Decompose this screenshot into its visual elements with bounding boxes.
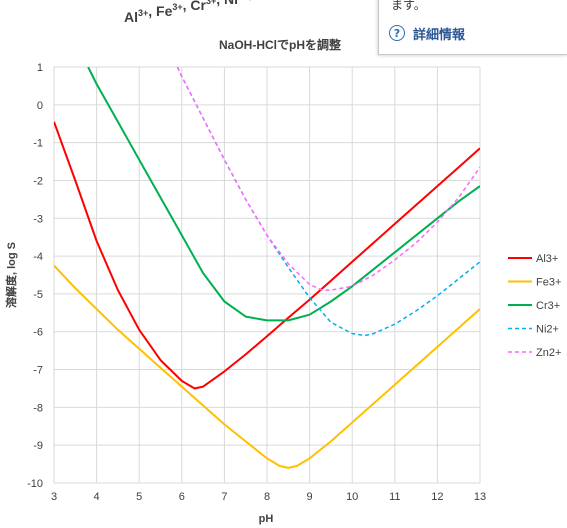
title-superscript: 3+: [206, 0, 216, 6]
y-tick-label: -1: [33, 138, 43, 150]
info-tooltip: ます。 ? 詳細情報: [378, 0, 567, 55]
learn-more-label: 詳細情報: [413, 27, 466, 43]
y-tick-label: -8: [33, 402, 43, 414]
chart-gridlines: [53, 66, 481, 484]
title-superscript: 3+: [172, 2, 182, 12]
y-tick-label: -5: [33, 289, 43, 301]
x-tick-label: 12: [431, 491, 443, 503]
series-line-fe3: [54, 264, 480, 469]
x-tick-label: 5: [136, 491, 142, 503]
y-tick-label: -9: [33, 440, 43, 452]
plot-lines: [54, 67, 480, 469]
x-tick-label: 8: [264, 491, 270, 503]
y-tick-label: 0: [37, 100, 43, 112]
legend-label: Al3+: [536, 253, 558, 265]
y-axis-title: 溶解度, log S: [4, 242, 18, 308]
x-tick-label: 4: [94, 491, 100, 503]
chart-subtitle: NaOH-HClでpHを調整: [219, 37, 341, 52]
x-tick-label: 11: [389, 491, 400, 503]
title-part: , Zn: [248, 0, 273, 1]
title-superscript: 3+: [138, 8, 148, 18]
x-tick-label: 9: [307, 491, 313, 503]
x-tick-label: 10: [346, 491, 358, 503]
legend-label: Fe3+: [536, 277, 561, 289]
series-line-zn2: [176, 67, 480, 291]
question-circle-icon: ?: [389, 25, 405, 41]
title-part: , Cr: [183, 0, 207, 13]
y-tick-label: -7: [33, 365, 43, 377]
legend-label: Cr3+: [536, 300, 560, 312]
y-tick-label: 1: [37, 62, 43, 74]
x-tick-label: 3: [51, 491, 57, 503]
x-tick-label: 13: [474, 491, 486, 503]
tooltip-text: ます。: [391, 0, 426, 12]
learn-more-link[interactable]: ? 詳細情報: [389, 22, 465, 44]
y-tick-label: -6: [33, 327, 43, 339]
legend-label: Ni2+: [536, 324, 559, 336]
x-axis-title: pH: [259, 513, 274, 525]
title-part: , Ni: [216, 0, 238, 7]
series-line-cr3: [87, 67, 480, 322]
series-line-ni2: [176, 67, 480, 337]
x-tick-label: 6: [179, 491, 185, 503]
series-line-al3: [54, 121, 480, 390]
y-tick-label: -2: [33, 175, 43, 187]
x-axis-ticks: 3 4 5 6 7 8 9 10 11 12 13: [51, 491, 486, 503]
chart-title: Al3+, Fe3+, Cr3+, Ni2+, Zn2+水酸化物の: [124, 0, 353, 25]
title-part: Al: [124, 9, 138, 25]
legend-label: Zn2+: [536, 347, 561, 359]
y-tick-label: -3: [33, 213, 43, 225]
x-tick-label: 7: [221, 491, 227, 503]
y-tick-label: -4: [33, 251, 43, 263]
y-tick-label: -10: [27, 478, 43, 490]
chart-legend: Al3+ Fe3+ Cr3+ Ni2+ Zn2+: [508, 253, 561, 359]
y-axis-ticks: 1 0 -1 -2 -3 -4 -5 -6 -7 -8 -9 -10: [27, 62, 43, 490]
title-part: , Fe: [148, 3, 172, 19]
